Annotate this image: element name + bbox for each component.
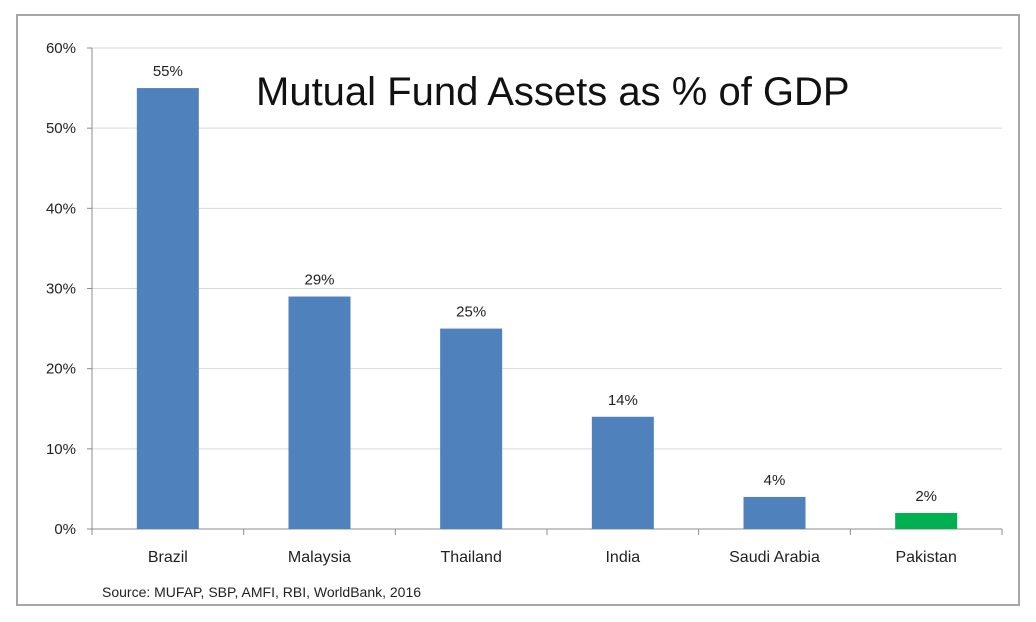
y-tick-label: 30% (46, 281, 76, 298)
category-label: India (605, 549, 640, 566)
data-label: 55% (153, 63, 183, 80)
data-label: 14% (608, 392, 638, 409)
y-tick-label: 20% (46, 361, 76, 378)
category-label: Saudi Arabia (729, 549, 820, 566)
bar-saudi-arabia (743, 496, 806, 529)
data-label: 29% (304, 272, 334, 289)
source-note: Source: MUFAP, SBP, AMFI, RBI, WorldBank… (102, 584, 422, 600)
category-label: Thailand (440, 549, 501, 566)
y-tick-label: 40% (46, 200, 76, 217)
chart-title: Mutual Fund Assets as % of GDP (256, 70, 850, 114)
bar-thailand (440, 328, 503, 529)
y-tick-label: 50% (46, 120, 76, 137)
y-tick-label: 0% (54, 521, 76, 538)
data-label: 25% (456, 304, 486, 321)
bar-malaysia (288, 296, 351, 529)
bar-india (591, 416, 654, 529)
y-tick-label: 60% (46, 40, 76, 57)
bar-pakistan (895, 512, 958, 529)
category-label: Pakistan (895, 549, 956, 566)
bar-brazil (136, 88, 199, 529)
data-label: 4% (764, 472, 786, 489)
category-label: Brazil (148, 549, 188, 566)
category-label: Malaysia (288, 549, 351, 566)
y-tick-label: 10% (46, 441, 76, 458)
data-label: 2% (915, 488, 937, 505)
